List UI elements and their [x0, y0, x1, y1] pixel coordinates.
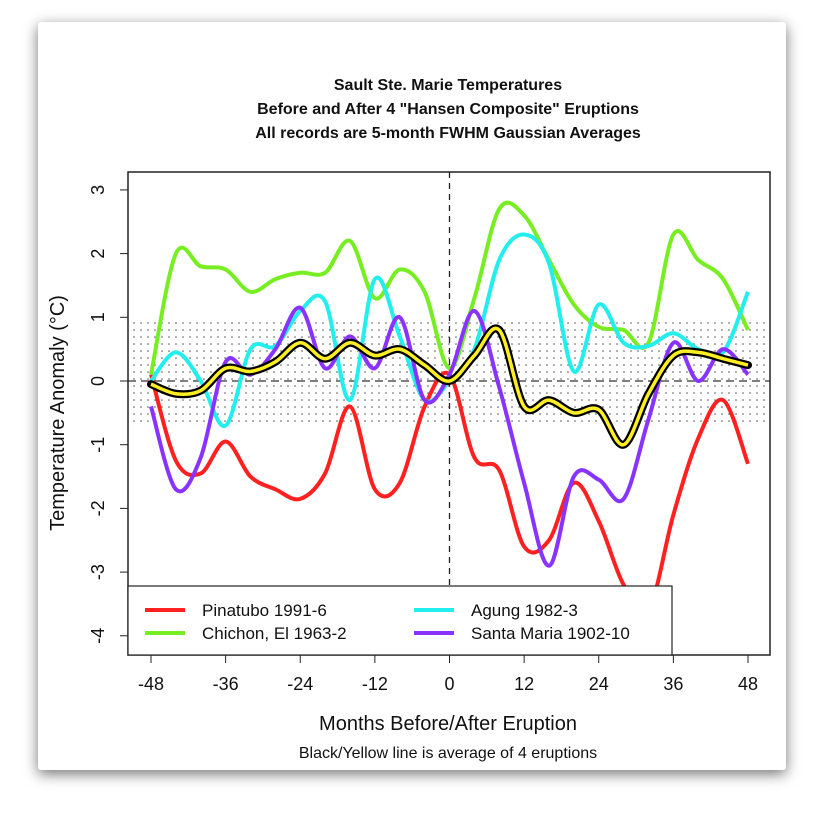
legend-box	[127, 585, 673, 656]
y-tick-label: -2	[88, 500, 108, 516]
chart-title-line-2: Before and After 4 "Hansen Composite" Er…	[257, 101, 639, 118]
x-tick-label: 12	[514, 674, 534, 694]
x-tick-label: 0	[444, 674, 454, 694]
x-tick-label: -48	[138, 674, 164, 694]
y-tick-label: -3	[88, 564, 108, 580]
chart-title-line-1: Sault Ste. Marie Temperatures	[334, 77, 562, 94]
y-axis-label: Temperature Anomaly (°C)	[47, 295, 69, 531]
y-tick-label: 1	[88, 312, 108, 322]
legend: Pinatubo 1991-6 Chichon, El 1963-2 Agung 1…	[127, 585, 673, 656]
legend-label: Pinatubo 1991-6	[202, 601, 327, 620]
series-line-chichon-el-1963-2	[149, 200, 750, 376]
y-tick-label: 0	[88, 376, 108, 386]
caption: Black/Yellow line is average of 4 erupti…	[299, 745, 597, 762]
x-tick-label: -36	[213, 674, 239, 694]
legend-label: Agung 1982-3	[471, 601, 578, 620]
series-line-average-of-4-eruptions	[150, 326, 749, 447]
y-tick-label: 3	[88, 185, 108, 195]
x-axis-label: Months Before/After Eruption	[319, 713, 577, 735]
x-tick-label: -12	[362, 674, 388, 694]
y-tick-label: 2	[88, 249, 108, 259]
y-tick-label: -1	[88, 437, 108, 453]
x-tick-label: 36	[663, 674, 683, 694]
y-tick-label: -4	[88, 628, 108, 644]
legend-label: Chichon, El 1963-2	[202, 624, 347, 643]
x-tick-label: 24	[589, 674, 609, 694]
x-tick-label: 48	[738, 674, 758, 694]
x-tick-label: -24	[287, 674, 313, 694]
chart-title-line-3: All records are 5-month FWHM Gaussian Av…	[255, 125, 641, 142]
legend-label: Santa Maria 1902-10	[471, 624, 630, 643]
